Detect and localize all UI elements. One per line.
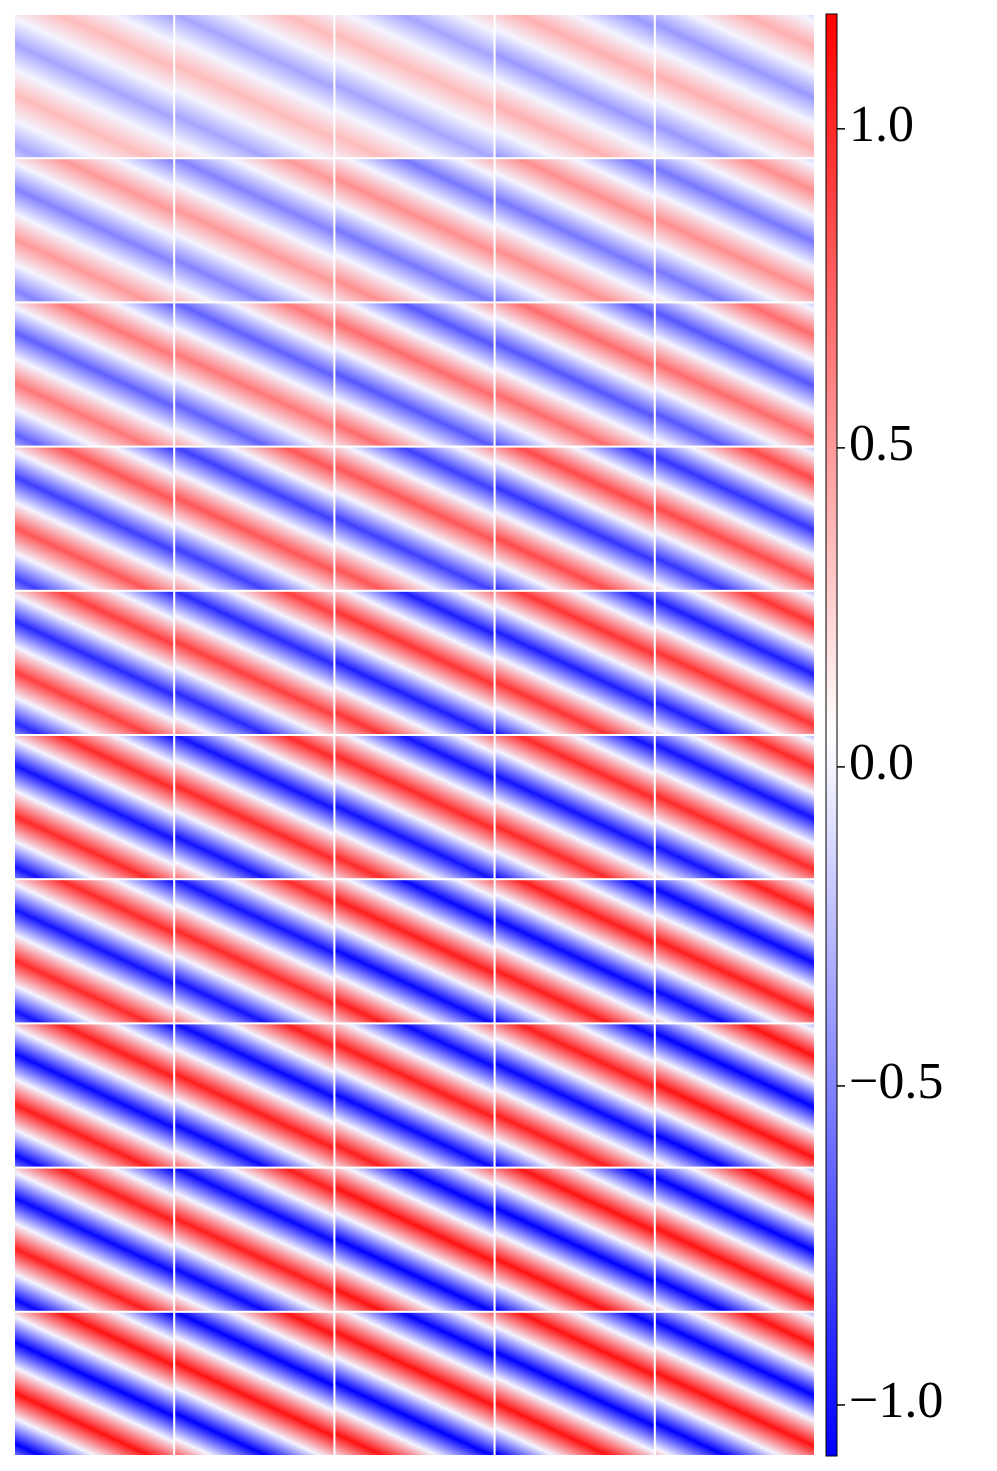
heatmap-panel [15, 1024, 174, 1167]
heatmap-panel [495, 447, 654, 590]
heatmap-panel [495, 303, 654, 446]
heatmap-panel [335, 591, 494, 734]
heatmap-panel [655, 447, 814, 590]
heatmap-panel [495, 1312, 654, 1455]
heatmap-panel [335, 159, 494, 302]
heatmap-panel [15, 880, 174, 1023]
heatmap-panel [15, 447, 174, 590]
colorbar-tick-label: 0.0 [849, 734, 914, 791]
heatmap-panel [335, 1312, 494, 1455]
heatmap-panel [335, 303, 494, 446]
heatmap-panel [495, 15, 654, 158]
heatmap-panel [655, 15, 814, 158]
heatmap-panel [335, 736, 494, 879]
heatmap-panel [175, 447, 334, 590]
heatmap-panel [495, 159, 654, 302]
heatmap-panel [175, 303, 334, 446]
heatmap-panel [655, 303, 814, 446]
heatmap-panel [655, 159, 814, 302]
heatmap-panel [15, 1168, 174, 1311]
heatmap-panel [15, 736, 174, 879]
heatmap-panel [655, 1312, 814, 1455]
heatmap-panel [175, 1312, 334, 1455]
heatmap-panel [655, 591, 814, 734]
colorbar-tick-label: −1.0 [849, 1372, 943, 1429]
heatmap-panel [335, 447, 494, 590]
heatmap-panel [655, 880, 814, 1023]
heatmap-panel [175, 736, 334, 879]
heatmap-panel [175, 159, 334, 302]
heatmap-panel [175, 15, 334, 158]
colorbar [825, 13, 838, 1457]
heatmap-panel [335, 880, 494, 1023]
colorbar-tick-label: −0.5 [849, 1053, 943, 1110]
heatmap-panel [15, 1312, 174, 1455]
heatmap-panel [15, 303, 174, 446]
heatmap-panel [335, 1168, 494, 1311]
heatmap-panel [335, 1024, 494, 1167]
heatmap-panel [15, 15, 174, 158]
heatmap-panel [655, 1024, 814, 1167]
heatmap-panel [495, 880, 654, 1023]
heatmap-panel [495, 591, 654, 734]
heatmap-panel [495, 1168, 654, 1311]
colorbar-tick-label: 1.0 [849, 96, 914, 153]
heatmap-panel [335, 15, 494, 158]
heatmap-panel [655, 1168, 814, 1311]
heatmap-panel [175, 1024, 334, 1167]
heatmap-panel [15, 591, 174, 734]
heatmap-panel [495, 736, 654, 879]
colorbar-tick-label: 0.5 [849, 415, 914, 472]
heatmap-panel [175, 880, 334, 1023]
heatmap-panel [655, 736, 814, 879]
heatmap-panel [495, 1024, 654, 1167]
heatmap-panel [175, 1168, 334, 1311]
heatmap-panel [15, 159, 174, 302]
heatmap-panel [175, 591, 334, 734]
